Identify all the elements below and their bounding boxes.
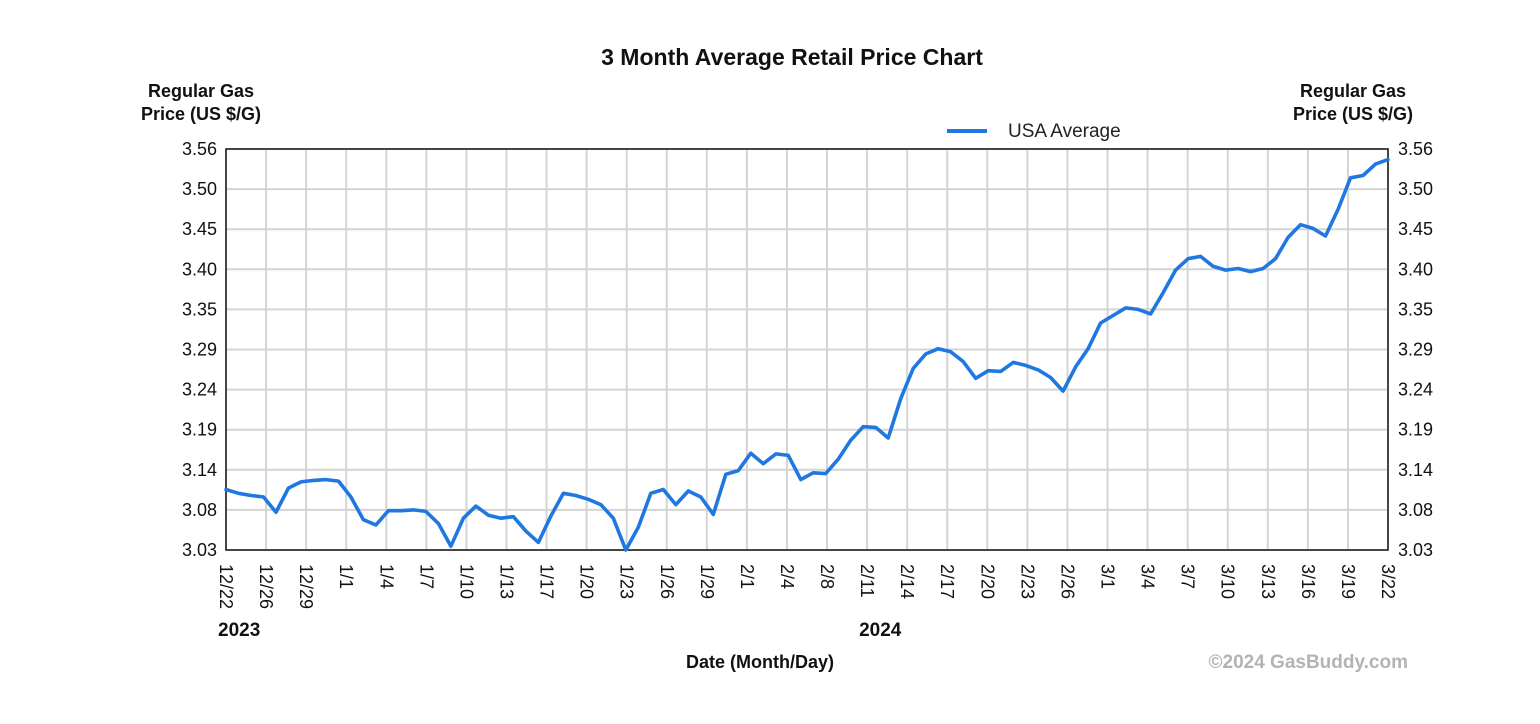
x-axis-year-labels: 2023 2024 [218,620,902,641]
y-tick-label-left-3-40: 3.40 [182,259,217,279]
y-tick-label-right-3-35: 3.35 [1398,299,1433,319]
x-tick-label-2-26: 2/26 [1057,564,1077,599]
x-tick-label-1-17: 1/17 [537,564,557,599]
x-tick-label-12-29: 12/29 [296,564,316,609]
y-tick-label-left-3-24: 3.24 [182,380,217,400]
y-tick-label-left-3-14: 3.14 [182,460,217,480]
y-axis-title-left-line1: Regular Gas [148,81,254,101]
x-tick-label-2-4: 2/4 [777,564,797,589]
x-tick-label-2-14: 2/14 [897,564,917,599]
plot-area-frame [225,148,1389,551]
y-tick-label-right-3-56: 3.56 [1398,139,1433,159]
x-tick-label-12-26: 12/26 [256,564,276,609]
x-tick-label-1-1: 1/1 [336,564,356,589]
y-tick-label-right-3-50: 3.50 [1398,179,1433,199]
y-tick-label-right-3-19: 3.19 [1398,420,1433,440]
y-axis-left-ticks: 3.56 3.50 3.45 3.40 3.35 3.29 3.24 3.19 3.14 3.08… [182,139,217,560]
x-tick-label-3-10: 3/10 [1218,564,1238,599]
x-tick-label-1-7: 1/7 [416,564,436,589]
legend-label-usa-average: USA Average [1008,121,1121,142]
x-axis-ticks: 12/22 12/26 12/29 1/1 1/4 1/7 1/10 1/13 1/17 1/20… [216,564,1398,609]
y-tick-label-left-3-35: 3.35 [182,299,217,319]
y-tick-label-left-3-29: 3.29 [182,340,217,360]
y-axis-title-right-line1: Regular Gas [1300,81,1406,101]
x-tick-label-1-29: 1/29 [697,564,717,599]
chart-title: 3 Month Average Retail Price Chart [601,44,983,70]
x-tick-label-3-19: 3/19 [1338,564,1358,599]
y-tick-label-left-3-03: 3.03 [182,540,217,560]
y-tick-label-right-3-24: 3.24 [1398,380,1433,400]
y-tick-label-left-3-50: 3.50 [182,179,217,199]
y-axis-title-right-line2: Price (US $/G) [1293,104,1413,124]
x-tick-label-1-10: 1/10 [456,564,476,599]
x-tick-label-3-16: 3/16 [1298,564,1318,599]
y-tick-label-right-3-08: 3.08 [1398,500,1433,520]
x-tick-label-2-8: 2/8 [817,564,837,589]
y-tick-label-right-3-14: 3.14 [1398,460,1433,480]
y-axis-right-ticks: 3.56 3.50 3.45 3.40 3.35 3.29 3.24 3.19 3.14 3.08… [1398,139,1433,560]
series-line-usa-average [224,157,1390,552]
y-tick-label-left-3-19: 3.19 [182,420,217,440]
legend: USA Average [947,121,1121,142]
x-tick-label-3-7: 3/7 [1178,564,1198,589]
x-tick-label-3-4: 3/4 [1138,564,1158,589]
copyright-credit: ©2024 GasBuddy.com [1209,652,1409,673]
year-label-2023: 2023 [218,620,260,641]
y-tick-label-left-3-08: 3.08 [182,500,217,520]
grid-lines [225,148,1389,551]
x-tick-label-2-17: 2/17 [937,564,957,599]
x-tick-label-1-26: 1/26 [657,564,677,599]
x-tick-label-3-13: 3/13 [1258,564,1278,599]
y-tick-label-right-3-40: 3.40 [1398,259,1433,279]
y-tick-label-left-3-45: 3.45 [182,219,217,239]
x-tick-label-1-13: 1/13 [496,564,516,599]
x-tick-label-1-23: 1/23 [617,564,637,599]
x-tick-label-12-22: 12/22 [216,564,236,609]
x-tick-label-1-4: 1/4 [376,564,396,589]
year-label-2024: 2024 [859,620,902,641]
x-tick-label-3-22: 3/22 [1378,564,1398,599]
y-tick-label-left-3-56: 3.56 [182,139,217,159]
x-tick-label-3-1: 3/1 [1098,564,1118,589]
y-tick-label-right-3-03: 3.03 [1398,540,1433,560]
x-axis-title: Date (Month/Day) [686,652,834,672]
y-tick-label-right-3-29: 3.29 [1398,340,1433,360]
y-tick-label-right-3-45: 3.45 [1398,219,1433,239]
x-tick-label-2-20: 2/20 [977,564,997,599]
y-axis-title-left-line2: Price (US $/G) [141,104,261,124]
x-tick-label-2-1: 2/1 [737,564,757,589]
x-tick-label-2-11: 2/11 [857,564,877,598]
x-tick-label-1-20: 1/20 [577,564,597,599]
x-tick-label-2-23: 2/23 [1017,564,1037,599]
